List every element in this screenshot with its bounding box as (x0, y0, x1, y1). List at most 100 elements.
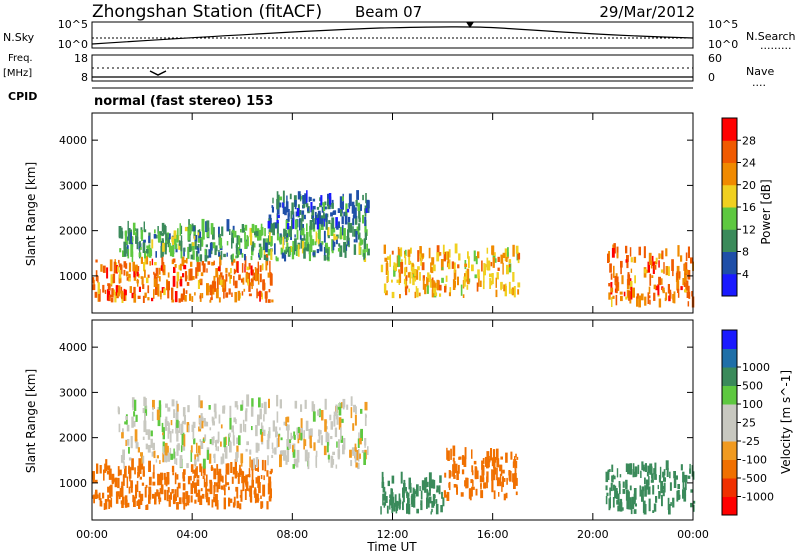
echo-cell-region-1 (151, 411, 154, 421)
echo-cell-region-1 (202, 458, 206, 469)
echo-cell-region-4 (608, 469, 611, 472)
echo-cell-region-0 (114, 477, 118, 488)
echo-cell-region-1 (231, 238, 233, 249)
echo-cell-region-0 (266, 501, 269, 510)
echo-cell-region-2 (357, 202, 361, 211)
echo-cell-region-1 (156, 455, 159, 459)
echo-cell-region-3 (496, 458, 500, 468)
echo-cell-region-1 (262, 238, 266, 251)
echo-cell-region-3 (493, 449, 495, 457)
echo-cell-region-0 (251, 283, 253, 289)
power-cbar-tick-label: 24 (742, 157, 756, 170)
echo-cell-region-1 (268, 229, 271, 235)
echo-cell-region-1 (346, 404, 349, 410)
echo-cell-region-1 (354, 451, 357, 463)
echo-cell-region-3 (399, 294, 401, 299)
echo-cell-region-3 (391, 250, 394, 255)
echo-cell-region-3 (475, 488, 478, 496)
echo-cell-region-0 (135, 266, 138, 271)
echo-cell-region-3 (385, 290, 388, 296)
echo-cell-region-2 (395, 509, 398, 514)
echo-cell-region-0 (189, 475, 192, 481)
echo-cell-region-4 (606, 492, 609, 496)
echo-cell-region-4 (665, 460, 669, 470)
echo-cell-region-0 (144, 269, 146, 278)
echo-cell-region-1 (190, 450, 193, 462)
echo-cell-region-4 (673, 478, 677, 488)
echo-cell-region-3 (452, 445, 456, 457)
echo-cell-region-3 (452, 457, 455, 462)
echo-cell-region-4 (621, 275, 624, 285)
echo-cell-region-4 (626, 489, 629, 502)
echo-cell-region-3 (457, 276, 459, 286)
echo-cell-region-2 (410, 495, 413, 505)
echo-cell-region-1 (257, 414, 260, 426)
echo-cell-region-2 (424, 477, 427, 489)
echo-cell-region-1 (210, 223, 214, 235)
echo-cell-region-1 (173, 230, 177, 239)
echo-cell-region-1 (158, 400, 162, 410)
echo-cell-region-2 (330, 223, 332, 227)
echo-cell-region-4 (615, 491, 619, 496)
echo-cell-region-1 (356, 226, 360, 235)
echo-cell-region-0 (174, 489, 177, 498)
echo-cell-region-4 (669, 471, 671, 479)
echo-cell-region-0 (267, 299, 271, 303)
echo-cell-region-1 (289, 226, 292, 238)
echo-cell-region-0 (216, 277, 219, 289)
echo-cell-region-4 (668, 266, 670, 276)
echo-cell-region-3 (386, 276, 388, 283)
echo-cell-region-0 (126, 277, 129, 281)
echo-cell-region-0 (148, 460, 151, 472)
nave-label: Nave (746, 65, 774, 78)
echo-cell-region-0 (106, 289, 109, 301)
echo-cell-region-4 (643, 246, 646, 259)
echo-cell-region-0 (174, 291, 178, 303)
echo-cell-region-1 (157, 226, 159, 234)
echo-cell-region-1 (270, 236, 273, 247)
echo-cell-region-4 (629, 281, 633, 290)
echo-cell-region-3 (470, 479, 473, 484)
echo-cell-region-1 (363, 238, 367, 249)
echo-cell-region-3 (460, 284, 463, 296)
echo-cell-region-1 (275, 426, 278, 438)
echo-cell-region-4 (620, 260, 623, 268)
echo-cell-region-1 (226, 219, 230, 232)
echo-cell-region-1 (177, 443, 180, 451)
echo-cell-region-1 (354, 414, 357, 426)
echo-cell-region-4 (661, 250, 664, 260)
echo-cell-region-1 (161, 422, 164, 432)
echo-cell-region-0 (179, 279, 183, 287)
freq-label-2: [MHz] (3, 68, 32, 79)
echo-cell-region-3 (461, 455, 465, 465)
echo-cell-region-0 (255, 270, 258, 282)
echo-cell-region-0 (152, 493, 155, 499)
echo-cell-region-0 (201, 261, 204, 266)
echo-cell-region-3 (457, 464, 460, 474)
echo-cell-region-0 (102, 492, 105, 499)
echo-cell-region-1 (174, 451, 176, 465)
echo-cell-region-3 (404, 254, 406, 259)
echo-cell-region-4 (653, 468, 655, 475)
noise-left-label: N.Sky (3, 31, 35, 44)
echo-cell-region-0 (153, 289, 155, 299)
echo-cell-region-1 (279, 454, 282, 468)
echo-cell-region-3 (495, 289, 498, 298)
echo-cell-region-4 (661, 494, 663, 507)
echo-cell-region-1 (162, 452, 165, 463)
echo-cell-region-0 (192, 469, 195, 474)
echo-cell-region-3 (446, 491, 450, 501)
echo-cell-region-0 (214, 494, 218, 507)
echo-cell-region-1 (333, 233, 336, 241)
echo-cell-region-0 (239, 495, 242, 498)
y-tick-label: 4000 (59, 341, 87, 354)
echo-cell-region-0 (234, 459, 237, 472)
echo-cell-region-1 (332, 227, 336, 233)
echo-cell-region-0 (163, 472, 166, 480)
echo-cell-region-1 (364, 413, 367, 426)
echo-cell-region-3 (454, 243, 458, 254)
echo-cell-region-1 (342, 400, 345, 410)
echo-cell-region-1 (336, 416, 339, 425)
echo-cell-region-2 (416, 484, 419, 497)
echo-cell-region-0 (172, 258, 176, 263)
